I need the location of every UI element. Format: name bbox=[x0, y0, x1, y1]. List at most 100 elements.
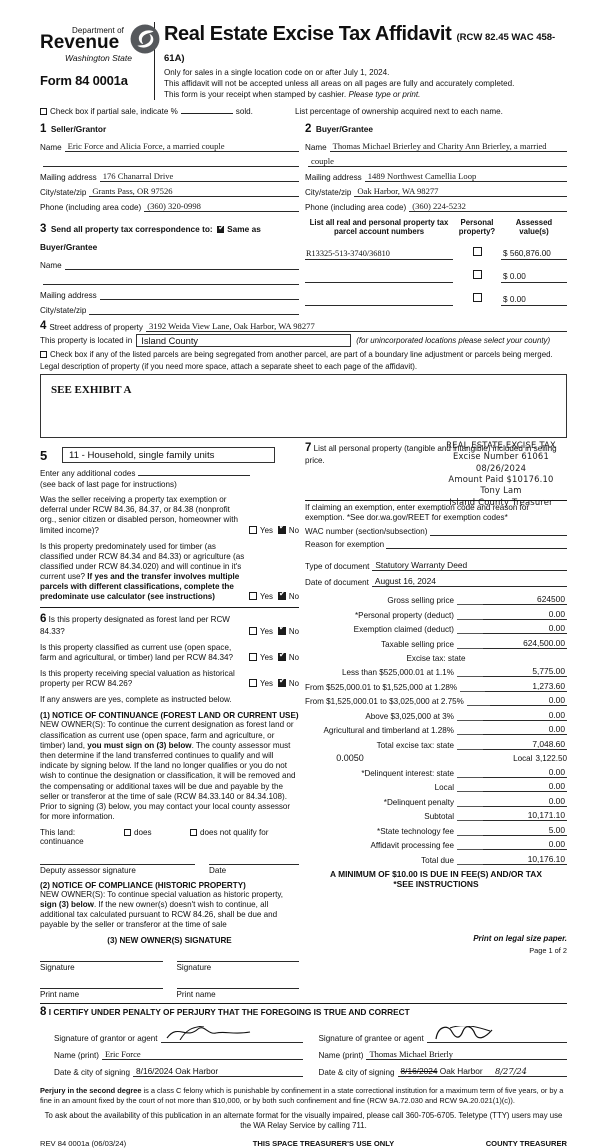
taxable-selling-price-amount[interactable]: 624,500.00 bbox=[483, 638, 567, 649]
correspondence-citystatezip-input[interactable] bbox=[89, 304, 299, 316]
bracket-3-amount[interactable]: 0.00 bbox=[490, 695, 567, 707]
dor-revenue-text: Revenue bbox=[40, 32, 120, 53]
subtotal-amount[interactable]: 10,171.10 bbox=[483, 810, 567, 822]
new-owner-print-line-1[interactable]: Print name bbox=[40, 988, 163, 999]
buyer-name-input[interactable]: Thomas Michael Brierley and Charity Ann … bbox=[329, 141, 567, 153]
delinquent-interest-state-amount[interactable]: 0.00 bbox=[483, 767, 567, 778]
notice1-heading: (1) NOTICE OF CONTINUANCE (FOREST LAND O… bbox=[40, 711, 299, 721]
grantor-date-input[interactable]: 8/16/2024 Oak Harbor bbox=[133, 1066, 303, 1078]
parcel-number-input[interactable] bbox=[305, 272, 453, 284]
personal-property-checkbox[interactable] bbox=[472, 247, 482, 257]
local-rate-row: 0.0050 Local 3,122.50 bbox=[305, 753, 567, 763]
reason-exemption-input[interactable] bbox=[386, 539, 567, 550]
historic-no-checkbox[interactable] bbox=[277, 676, 286, 688]
street-address-input[interactable]: 3192 Weida View Lane, Oak Harbor, WA 982… bbox=[145, 321, 567, 333]
seller-citystatezip-input[interactable]: Grants Pass, OR 97526 bbox=[89, 186, 299, 198]
gross-selling-price-amount[interactable]: 624500 bbox=[483, 594, 567, 606]
parcel-assessed-input[interactable]: $ 560,876.00 bbox=[501, 249, 567, 261]
correspondence-name-input[interactable] bbox=[64, 259, 299, 271]
forest-no-checkbox[interactable] bbox=[277, 623, 286, 635]
historic-yes-checkbox[interactable] bbox=[249, 679, 258, 688]
delinquent-interest-local-amount[interactable]: 0.00 bbox=[483, 781, 567, 793]
seller-address-input[interactable]: 176 Chanarral Drive bbox=[99, 171, 299, 183]
timber-question-answer: Yes No bbox=[249, 589, 299, 602]
personal-property-deduct-amount[interactable]: 0.00 bbox=[483, 609, 567, 620]
bracket-5-amount[interactable]: 0.00 bbox=[483, 724, 567, 736]
new-owner-signature-line-2[interactable]: Signature bbox=[176, 961, 299, 972]
bracket-4-amount[interactable]: 0.00 bbox=[483, 710, 567, 721]
county-select[interactable]: Island County bbox=[136, 334, 352, 348]
delinquent-penalty-amount[interactable]: 0.00 bbox=[483, 796, 567, 807]
additional-codes-input[interactable] bbox=[137, 469, 250, 477]
deputy-assessor-date-line[interactable]: Date bbox=[209, 863, 299, 875]
grantee-name-input[interactable]: Thomas Michael Brierly bbox=[366, 1049, 567, 1061]
exemption-question-1-text: Was the seller receiving a property tax … bbox=[40, 495, 238, 535]
current-use-answer: Yes No bbox=[249, 650, 299, 663]
correspondence-address-input[interactable] bbox=[99, 289, 299, 301]
segregate-checkbox[interactable] bbox=[40, 351, 47, 359]
document-type-input[interactable]: Statutory Warranty Deed bbox=[372, 560, 567, 572]
partial-sale-checkbox[interactable] bbox=[40, 108, 47, 116]
buyer-name-input-2[interactable]: couple bbox=[308, 156, 567, 168]
local-amount[interactable]: 3,122.50 bbox=[535, 754, 567, 764]
total-excise-state-amount[interactable]: 7,048.60 bbox=[483, 739, 567, 750]
bracket-1-amount[interactable]: 5,775.00 bbox=[483, 666, 567, 678]
current-use-yes-checkbox[interactable] bbox=[249, 653, 258, 662]
land-does-not-checkbox[interactable] bbox=[190, 829, 197, 837]
buyer-address-input[interactable]: 1489 Northwest Camellia Loop bbox=[364, 171, 567, 183]
bracket-row-4: Above $3,025,000 at 3% 0.00 bbox=[305, 710, 567, 721]
parcel-number-input[interactable] bbox=[305, 295, 453, 307]
legal-description-input[interactable]: SEE EXHIBIT A bbox=[40, 374, 567, 439]
new-owner-print-line-2[interactable]: Print name bbox=[176, 988, 299, 999]
forest-yes-checkbox[interactable] bbox=[249, 626, 258, 635]
current-use-no-checkbox[interactable] bbox=[277, 650, 286, 662]
minimum-due-line-2: *SEE INSTRUCTIONS bbox=[393, 878, 479, 889]
grantee-date-input[interactable]: 8/16/2024 Oak Harbor 8/27/24 bbox=[397, 1066, 567, 1078]
bracket-2-amount[interactable]: 1,273.60 bbox=[485, 681, 567, 692]
seller-name-input-2[interactable] bbox=[43, 156, 299, 168]
historic-answer: Yes No bbox=[249, 676, 299, 689]
print-note: Print on legal size paper. bbox=[473, 934, 567, 943]
parcel-assessed-input[interactable]: $ 0.00 bbox=[501, 295, 567, 307]
local-rate-value[interactable]: 0.0050 bbox=[336, 753, 364, 764]
total-due-amount[interactable]: 10,176.10 bbox=[483, 854, 567, 865]
grantor-signature-input[interactable] bbox=[160, 1025, 303, 1044]
dor-state-line: Washington State bbox=[65, 53, 132, 64]
grantor-signature-row: Signature of grantor or agent bbox=[40, 1025, 303, 1044]
q2-no-checkbox[interactable] bbox=[277, 589, 286, 601]
buyer-citystatezip-input[interactable]: Oak Harbor, WA 98277 bbox=[354, 186, 567, 198]
deputy-assessor-signature-line[interactable]: Deputy assessor signature bbox=[40, 863, 195, 875]
page-title-text: Real Estate Excise Tax Affidavit bbox=[164, 23, 452, 45]
new-owner-signature-line-1[interactable]: Signature bbox=[40, 961, 163, 972]
seller-name-input[interactable]: Eric Force and Alicia Force, a married c… bbox=[64, 141, 299, 153]
affidavit-processing-fee-amount[interactable]: 0.00 bbox=[483, 839, 567, 851]
personal-property-checkbox[interactable] bbox=[472, 293, 482, 303]
q1-no-checkbox[interactable] bbox=[277, 522, 286, 534]
q1-yes-checkbox[interactable] bbox=[249, 525, 258, 534]
same-as-buyer-checkbox[interactable] bbox=[217, 223, 225, 234]
dor-logo-block: Department of Revenue Washington State F… bbox=[40, 22, 160, 88]
correspondence-citystatezip-label: City/state/zip bbox=[40, 306, 87, 316]
partial-percent-input[interactable] bbox=[180, 106, 233, 115]
seller-phone-input[interactable]: (360) 320-0998 bbox=[144, 201, 299, 213]
parcel-assessed-input[interactable]: $ 0.00 bbox=[501, 272, 567, 284]
notice2-body: NEW OWNER(S): To continue special valuat… bbox=[40, 890, 299, 931]
correspondence-name-input-2[interactable] bbox=[43, 274, 299, 286]
parcel-number-input[interactable]: R13325-513-3740/36810 bbox=[305, 249, 453, 261]
grantor-name-input[interactable]: Eric Force bbox=[101, 1049, 303, 1061]
wac-number-input[interactable] bbox=[429, 526, 567, 537]
q2-yes-checkbox[interactable] bbox=[249, 592, 258, 601]
timber-question-text-a: Is this property predominately used for … bbox=[40, 541, 245, 582]
delinquent-penalty-row: *Delinquent penalty 0.00 bbox=[305, 796, 567, 807]
document-date-field: Date of document August 16, 2024 bbox=[305, 576, 567, 588]
use-code-select[interactable]: 11 - Household, single family units bbox=[62, 447, 275, 464]
state-technology-fee-amount[interactable]: 5.00 bbox=[483, 825, 567, 836]
timber-question: Is this property predominately used for … bbox=[40, 542, 299, 603]
exemption-claimed-amount[interactable]: 0.00 bbox=[483, 623, 567, 635]
document-date-input[interactable]: August 16, 2024 bbox=[371, 576, 567, 588]
personal-property-checkbox[interactable] bbox=[472, 270, 482, 280]
dor-department-line: Department of bbox=[72, 26, 124, 35]
land-does-checkbox[interactable] bbox=[124, 829, 131, 837]
buyer-phone-input[interactable]: (360) 224-5232 bbox=[409, 201, 567, 213]
grantee-signature-input[interactable] bbox=[426, 1025, 567, 1044]
